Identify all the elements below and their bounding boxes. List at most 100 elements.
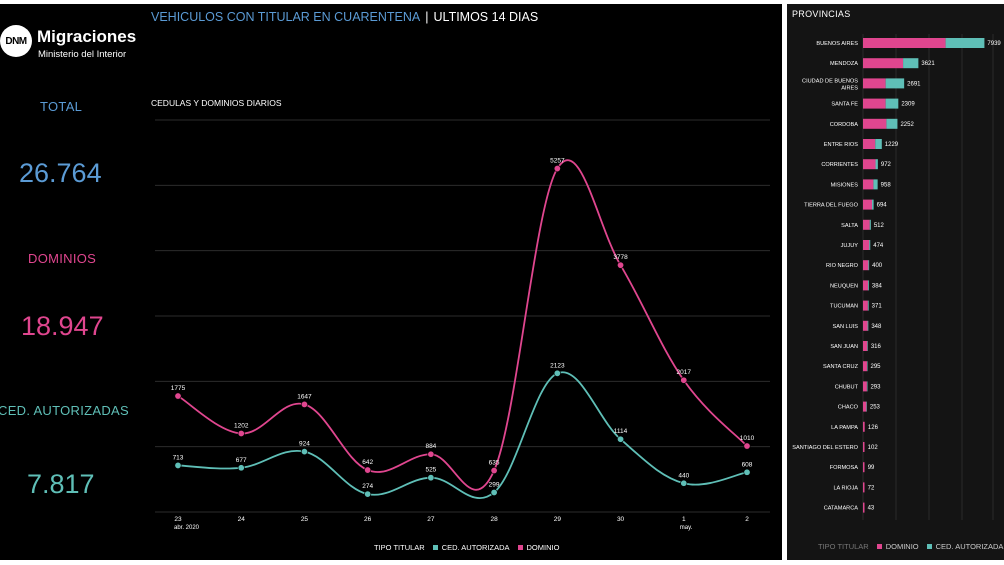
data-label-dominio: 1010 [740, 435, 755, 442]
bar-chart-legend: TIPO TITULAR DOMINIO CED. AUTORIZADA [818, 542, 1004, 551]
bar-segment-cedula[interactable] [868, 260, 870, 271]
data-point-dominio[interactable] [300, 400, 308, 408]
bar-segment-dominio[interactable] [863, 139, 876, 149]
data-point-dominio[interactable] [364, 466, 372, 474]
bar-segment-dominio[interactable] [863, 118, 887, 129]
bar-segment-cedula[interactable] [869, 219, 871, 230]
bar-total-label: 99 [868, 465, 875, 471]
province-label: TIERRA DEL FUEGO [804, 203, 859, 209]
bar-segment-dominio[interactable] [863, 98, 886, 109]
bar-total-label: 126 [868, 425, 879, 431]
bar-segment-dominio[interactable] [863, 442, 865, 452]
bar-segment-cedula[interactable] [903, 58, 919, 69]
legend-swatch-cedula [432, 545, 438, 550]
bar-segment-dominio[interactable] [863, 58, 904, 69]
kpi-dominios-label: DOMINIOS [28, 251, 97, 266]
bar-segment-dominio[interactable] [863, 38, 946, 48]
bar-segment-dominio[interactable] [863, 280, 869, 291]
data-point-dominio[interactable] [237, 429, 245, 437]
bar-segment-dominio[interactable] [863, 341, 868, 351]
data-point-cedula[interactable] [174, 461, 182, 469]
x-tick-label: 28 [490, 516, 498, 523]
title-part2: ULTIMOS 14 DIAS [433, 10, 539, 24]
bar-segment-cedula[interactable] [867, 341, 868, 351]
bar-segment-dominio[interactable] [863, 421, 865, 432]
x-tick-label: 23 [174, 516, 182, 523]
bar-segment-dominio[interactable] [863, 300, 868, 311]
kpi-cedulas-value: 7.817 [27, 469, 95, 499]
data-point-cedula[interactable] [743, 468, 751, 476]
data-point-cedula[interactable] [617, 435, 625, 443]
data-point-cedula[interactable] [490, 488, 498, 496]
x-tick-label: 26 [364, 516, 372, 523]
data-point-dominio[interactable] [680, 376, 688, 384]
bar-segment-cedula[interactable] [885, 98, 899, 109]
data-point-dominio[interactable] [743, 442, 751, 450]
bar-segment-dominio[interactable] [863, 199, 873, 210]
x-tick-label: 2 [745, 516, 749, 523]
data-label-dominio: 3778 [613, 254, 628, 261]
data-point-dominio[interactable] [174, 392, 182, 400]
bar-segment-cedula[interactable] [867, 320, 869, 331]
bar-segment-dominio[interactable] [863, 361, 867, 372]
data-label-cedula: 713 [173, 454, 184, 461]
bar-segment-dominio[interactable] [863, 401, 867, 412]
bar-segment-cedula[interactable] [869, 240, 871, 250]
bar-segment-dominio[interactable] [863, 219, 870, 230]
data-point-cedula[interactable] [300, 448, 308, 456]
data-point-dominio[interactable] [490, 467, 498, 475]
bar-total-label: 3621 [921, 61, 935, 67]
bar-segment-cedula[interactable] [872, 199, 874, 210]
bar-total-label: 293 [870, 384, 881, 390]
data-point-cedula[interactable] [237, 464, 245, 472]
bar-segment-dominio[interactable] [863, 502, 865, 513]
data-point-dominio[interactable] [427, 450, 435, 458]
bar-total-label: 694 [877, 203, 888, 209]
bar-segment-cedula[interactable] [875, 139, 882, 149]
bar-segment-dominio[interactable] [863, 240, 870, 250]
data-label-cedula: 2123 [550, 362, 565, 369]
bar-segment-dominio[interactable] [863, 179, 874, 190]
x-tick-sublabel: abr. 2020 [174, 525, 200, 531]
province-label: MISIONES [831, 182, 859, 188]
bar-total-label: 295 [871, 364, 882, 370]
bar-segment-dominio[interactable] [863, 260, 869, 271]
province-label: BUENOS AIRES [816, 41, 858, 47]
bar-segment-dominio[interactable] [863, 78, 886, 89]
x-tick-label: 24 [238, 516, 246, 523]
bar-segment-cedula[interactable] [886, 118, 898, 129]
data-point-dominio[interactable] [617, 261, 625, 269]
data-label-cedula: 525 [425, 467, 436, 474]
data-label-dominio: 2017 [677, 369, 692, 376]
data-point-cedula[interactable] [364, 490, 372, 498]
bar-segment-dominio[interactable] [863, 381, 867, 392]
data-point-cedula[interactable] [680, 479, 688, 487]
bar-segment-cedula[interactable] [873, 179, 878, 190]
bar-segment-cedula[interactable] [867, 300, 869, 311]
bar-segment-cedula[interactable] [866, 381, 868, 392]
data-point-cedula[interactable] [427, 474, 435, 482]
bar-segment-cedula[interactable] [885, 78, 905, 89]
bar-segment-cedula[interactable] [945, 38, 985, 48]
bar-segment-dominio[interactable] [863, 482, 865, 493]
bar-segment-cedula[interactable] [868, 280, 869, 291]
bar-segment-cedula[interactable] [866, 361, 868, 372]
dashboard-title: VEHICULOS CON TITULAR EN CUARENTENA | ULTI… [151, 10, 538, 24]
bar-total-label: 72 [868, 485, 875, 491]
x-tick-label: 1 [682, 516, 686, 523]
data-label-dominio: 1647 [297, 393, 312, 400]
data-point-cedula[interactable] [553, 369, 561, 377]
data-label-cedula: 440 [678, 472, 689, 479]
province-label: FORMOSA [830, 465, 859, 471]
bar-segment-dominio[interactable] [863, 159, 876, 170]
bar-segment-dominio[interactable] [863, 320, 868, 331]
bar-segment-dominio[interactable] [863, 462, 865, 473]
bar-segment-cedula[interactable] [875, 159, 878, 170]
bar-total-label: 102 [868, 445, 879, 451]
line-chart-title: CEDULAS Y DOMINIOS DIARIOS [151, 98, 282, 108]
bar-segment-cedula[interactable] [866, 401, 867, 412]
data-point-dominio[interactable] [553, 165, 561, 173]
legend-label-dominio: DOMINIO [526, 543, 560, 552]
bar-total-label: 1229 [885, 142, 899, 148]
province-label: CHACO [838, 405, 859, 411]
